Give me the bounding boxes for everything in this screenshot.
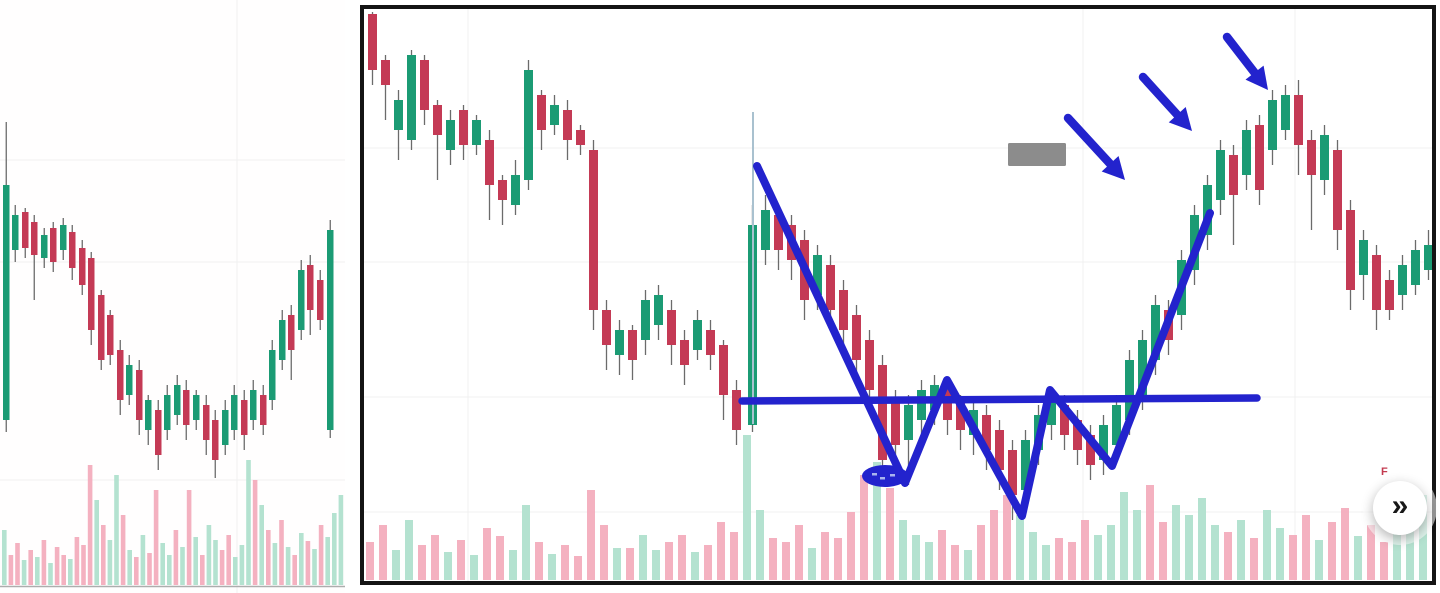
expand-button[interactable]: »	[1373, 481, 1427, 535]
w-pattern-path[interactable]	[753, 162, 1214, 520]
entry-scribble-blob-tick	[880, 477, 885, 480]
candles-group	[368, 12, 1432, 520]
volume-group	[2, 460, 344, 585]
down-arrow-3[interactable]	[1222, 32, 1261, 80]
down-arrow-1[interactable]	[1063, 113, 1117, 171]
down-arrow-3-head[interactable]	[1245, 65, 1268, 90]
candles-group	[3, 122, 334, 478]
right-chart-canvas	[364, 9, 1432, 581]
gridlines	[0, 0, 345, 593]
volume-group	[366, 435, 1427, 580]
drawing-annotations	[738, 32, 1268, 520]
support-level-line[interactable]	[738, 394, 1261, 405]
down-arrow-1-head[interactable]	[1101, 156, 1125, 180]
down-arrow-2[interactable]	[1138, 72, 1184, 122]
corner-marker-text: F	[1381, 466, 1388, 478]
down-arrow-2-head[interactable]	[1168, 107, 1192, 131]
entry-scribble-blob-tick	[890, 474, 895, 477]
right-chart-panel[interactable]	[360, 5, 1436, 585]
redacted-box[interactable]	[1008, 143, 1066, 166]
double-chevron-right-icon: »	[1391, 489, 1409, 522]
left-chart-panel[interactable]	[0, 0, 345, 593]
entry-scribble-blob-tick	[872, 473, 877, 476]
left-chart-canvas	[0, 0, 345, 593]
